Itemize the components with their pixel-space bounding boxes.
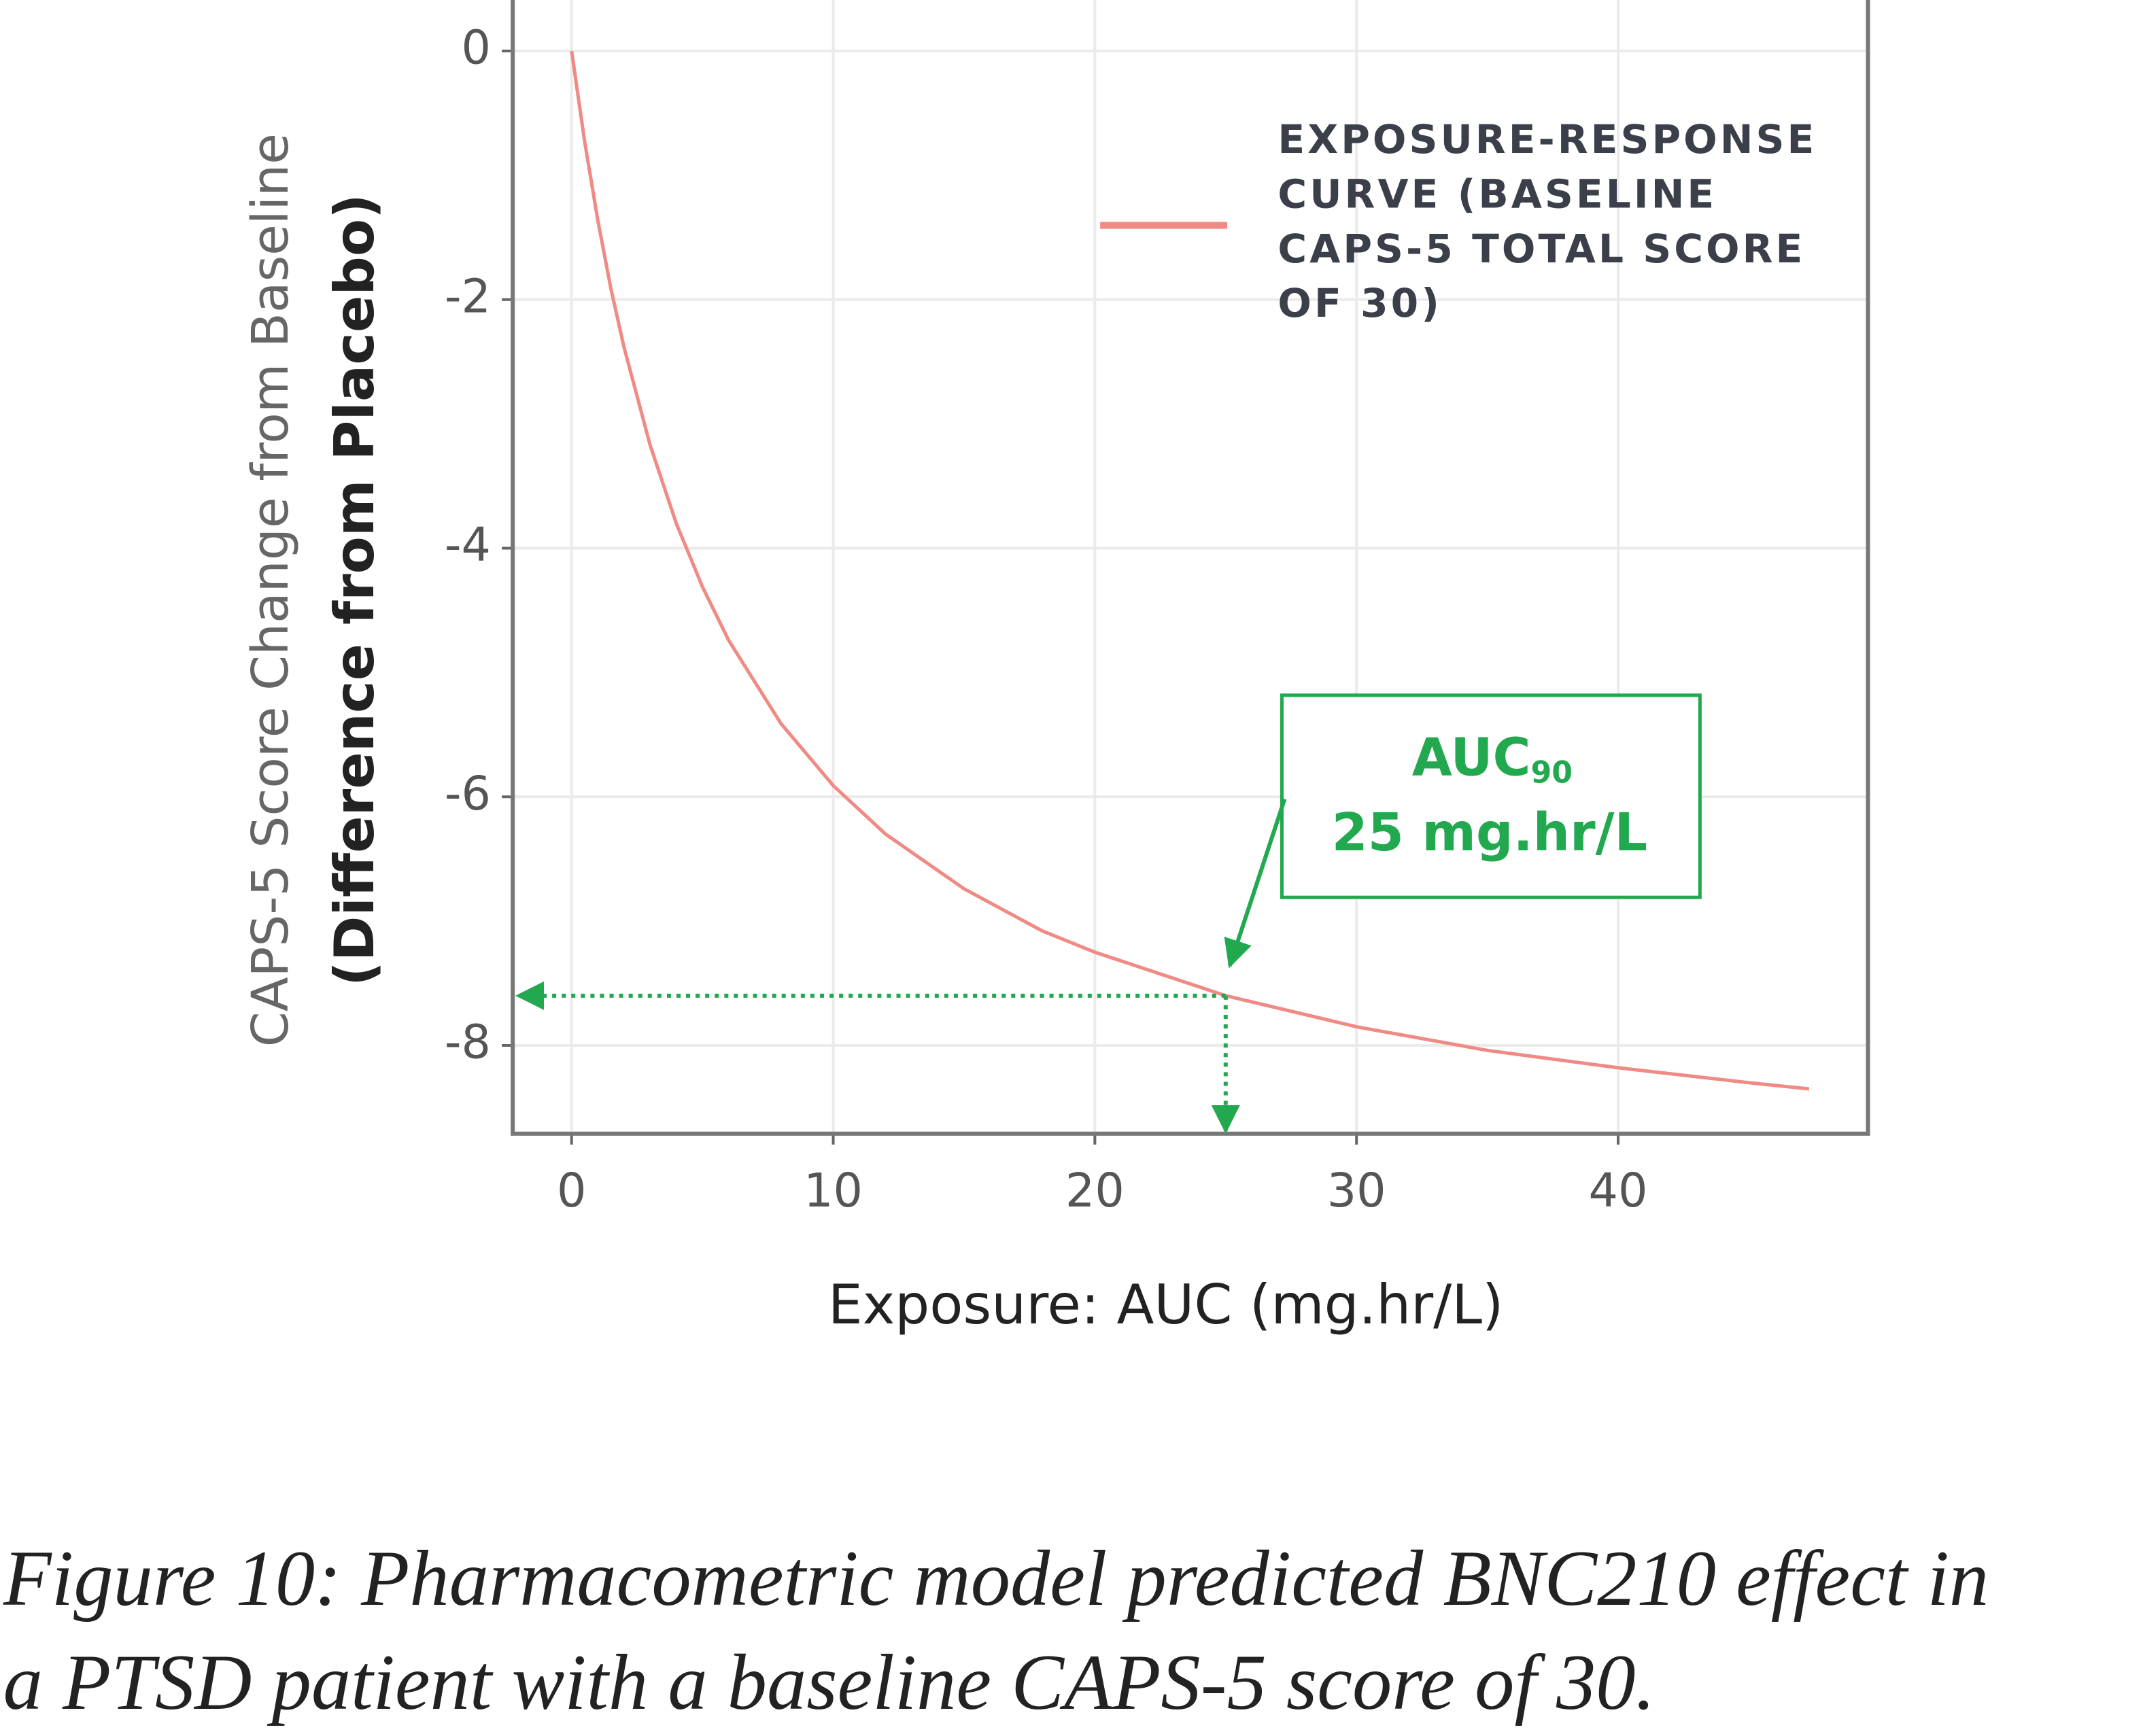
plot-border <box>511 0 1870 1136</box>
y-tick-label: -4 <box>445 519 491 572</box>
annotation-subscript: 90 <box>1531 755 1573 790</box>
x-tick-label: 30 <box>1327 1164 1386 1218</box>
annotation-box <box>1280 693 1702 899</box>
annotation-arrow <box>1224 798 1287 969</box>
plot-background <box>513 0 1868 1134</box>
y-tick-label: -6 <box>445 767 491 821</box>
x-tick-label: 40 <box>1589 1164 1648 1218</box>
curve <box>570 50 1810 1091</box>
annotation-value: 25 mg.hr/L <box>1332 803 1648 863</box>
y-tick-label: 0 <box>462 22 491 75</box>
legend: EXPOSURE-RESPONSE CURVE (BASELINE CAPS-5… <box>1278 116 1817 327</box>
grid <box>502 0 1870 1145</box>
y-axis-title: (Difference from Placebo) <box>322 194 386 986</box>
y-tick-label: -2 <box>445 270 491 324</box>
marks <box>515 50 1810 1134</box>
caption: Figure 10: Pharmacometric model predicte… <box>3 1533 1989 1726</box>
annotation-text: AUC <box>1412 727 1531 788</box>
x-tick-label: 0 <box>557 1164 586 1218</box>
x-tick-label: 10 <box>804 1164 863 1218</box>
y-tick-label: -8 <box>445 1016 491 1070</box>
caption-box: Figure 10: Pharmacometric model predicte… <box>3 1533 1989 1726</box>
x-axis-title: Exposure: AUC (mg.hr/L) <box>828 1272 1503 1336</box>
legend-label: EXPOSURE-RESPONSE CURVE (BASELINE CAPS-5… <box>1278 116 1817 327</box>
y-axis-title: CAPS-5 Score Change from Baseline <box>241 133 300 1047</box>
x-tick-label: 20 <box>1065 1164 1125 1218</box>
annotation-label: AUC90 <box>1412 727 1573 790</box>
